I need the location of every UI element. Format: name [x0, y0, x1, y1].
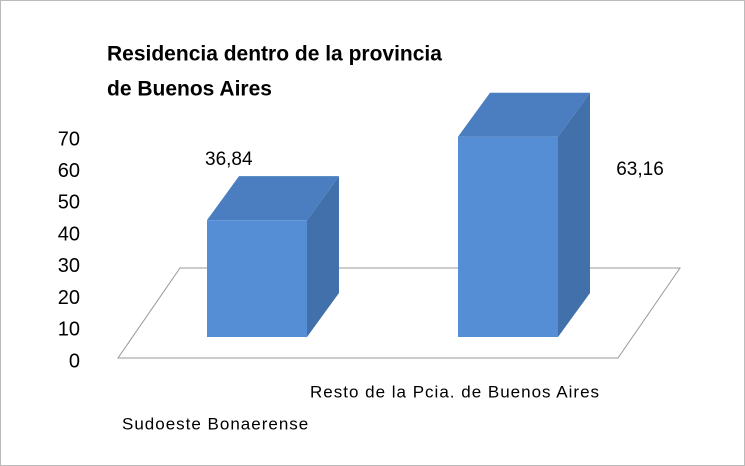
y-tick-label: 40 — [58, 223, 80, 245]
chart-title: de Buenos Aires — [107, 78, 272, 101]
bar-side — [307, 176, 339, 337]
x-tick-label: Sudoeste Bonaerense — [122, 414, 309, 433]
y-tick-label: 30 — [58, 255, 80, 277]
bar-top — [207, 176, 339, 221]
bar — [458, 136, 558, 337]
y-tick-label: 50 — [58, 192, 80, 214]
y-tick-label: 20 — [58, 287, 80, 309]
x-tick-label: Resto de la Pcia. de Buenos Aires — [310, 382, 600, 401]
y-tick-label: 0 — [69, 350, 80, 372]
y-tick-label: 60 — [58, 160, 80, 182]
bar — [207, 220, 307, 337]
data-label: 36,84 — [205, 149, 253, 170]
y-tick-label: 70 — [58, 128, 80, 150]
bar-side — [558, 92, 590, 338]
data-label: 63,16 — [616, 159, 664, 180]
chart-title: Residencia dentro de la provincia — [107, 43, 442, 66]
y-tick-label: 10 — [58, 319, 80, 341]
floor — [117, 267, 681, 359]
bar-top — [458, 92, 590, 137]
